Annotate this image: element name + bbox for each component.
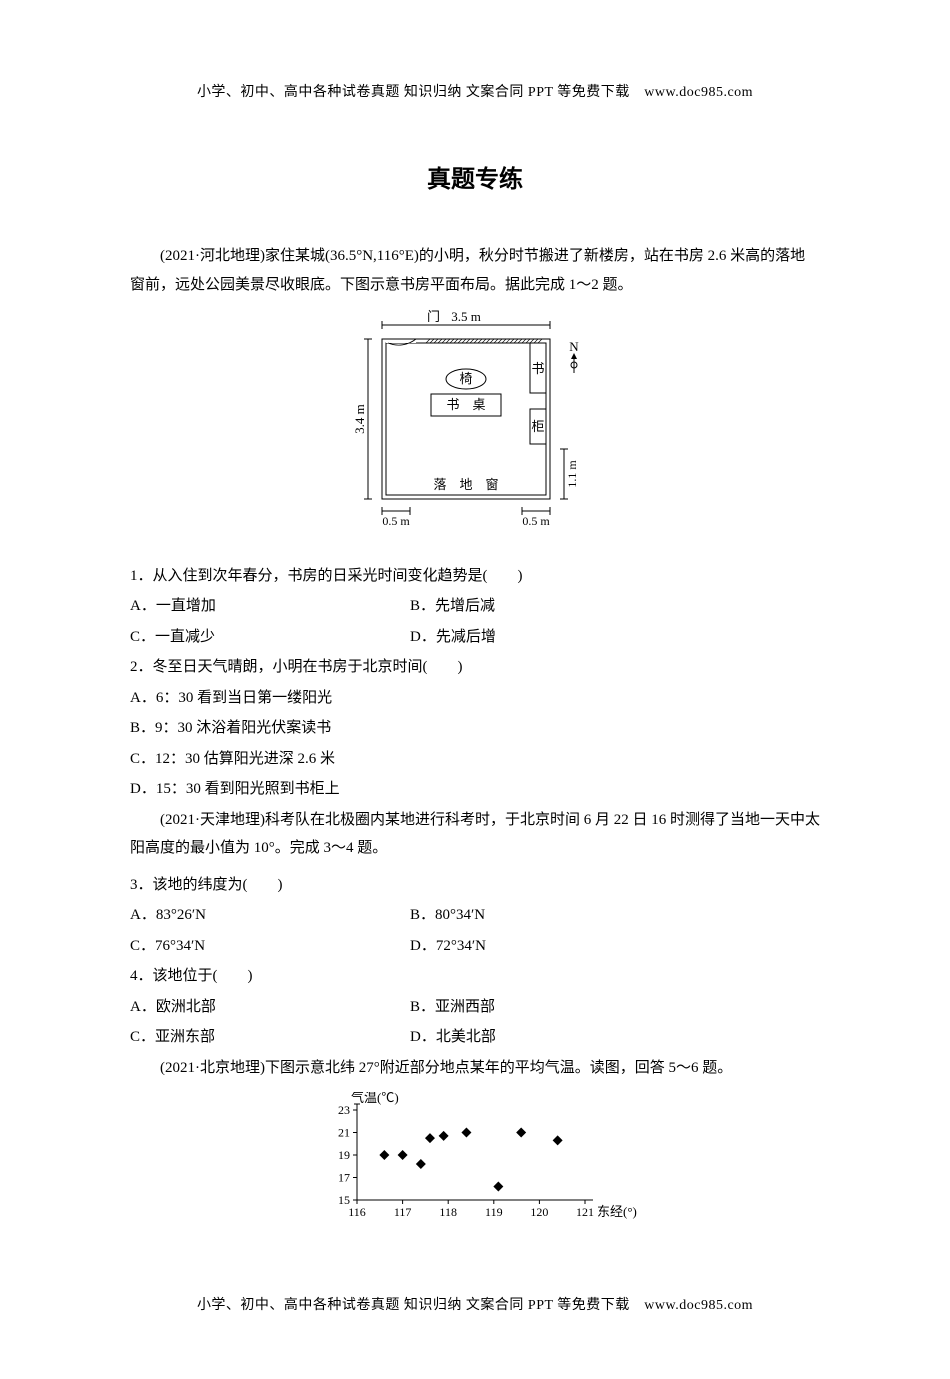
q2-choice-b: B．9：30 沐浴着阳光伏案读书 [130,714,820,743]
q1-choice-a: A．一直增加 [130,592,410,621]
q2: 2．冬至日天气晴朗，小明在书房于北京时间( ) [130,653,820,682]
svg-text:N: N [569,339,579,354]
svg-text:气温(℃): 气温(℃) [351,1092,399,1105]
svg-text:117: 117 [394,1205,412,1219]
svg-text:118: 118 [439,1205,457,1219]
page-header: 小学、初中、高中各种试卷真题 知识归纳 文案合同 PPT 等免费下载 www.d… [130,80,820,107]
q4-choice-d: D．北美北部 [410,1023,690,1052]
svg-text:19: 19 [338,1148,350,1162]
svg-text:1.1 m: 1.1 m [565,460,579,488]
q3-choice-c: C．76°34′N [130,932,410,961]
q2-choice-d: D．15：30 看到阳光照到书柜上 [130,775,820,804]
svg-text:116: 116 [348,1205,366,1219]
q3-choice-b: B．80°34′N [410,901,690,930]
svg-text:120: 120 [530,1205,548,1219]
q4: 4．该地位于( ) [130,962,820,991]
svg-text:119: 119 [485,1205,503,1219]
svg-text:17: 17 [338,1171,350,1185]
svg-text:21: 21 [338,1126,350,1140]
svg-text:门: 门 [427,309,440,324]
q2-choice-c: C．12：30 估算阳光进深 2.6 米 [130,745,820,774]
svg-text:书 桌: 书 桌 [446,397,485,412]
q4-choice-a: A．欧洲北部 [130,993,410,1022]
q4-choice-b: B．亚洲西部 [410,993,690,1022]
svg-text:3.4 m: 3.4 m [352,404,367,434]
q3: 3．该地的纬度为( ) [130,871,820,900]
svg-text:落 地 窗: 落 地 窗 [433,477,498,492]
q4-choice-c: C．亚洲东部 [130,1023,410,1052]
svg-text:东经(°): 东经(°) [597,1204,637,1219]
q3-choice-d: D．72°34′N [410,932,690,961]
page-footer: 小学、初中、高中各种试卷真题 知识归纳 文案合同 PPT 等免费下载 www.d… [130,1293,820,1320]
block3-intro: (2021·北京地理)下图示意北纬 27°附近部分地点某年的平均气温。读图，回答… [130,1054,820,1083]
svg-text:柜: 柜 [531,419,544,434]
svg-text:0.5 m: 0.5 m [382,514,410,528]
q3-choice-a: A．83°26′N [130,901,410,930]
block1-intro: (2021·河北地理)家住某城(36.5°N,116°E)的小明，秋分时节搬进了… [130,242,820,299]
svg-text:0.5 m: 0.5 m [522,514,550,528]
svg-text:121: 121 [576,1205,594,1219]
svg-text:椅: 椅 [459,371,472,386]
page-title: 真题专练 [130,157,820,203]
block2-intro: (2021·天津地理)科考队在北极圈内某地进行科考时，于北京时间 6 月 22 … [130,806,820,863]
svg-text:23: 23 [338,1103,350,1117]
svg-text:3.5 m: 3.5 m [451,309,481,324]
q1: 1．从入住到次年春分，书房的日采光时间变化趋势是( ) [130,562,820,591]
q1-choice-d: D．先减后增 [410,623,690,652]
q2-choice-a: A．6：30 看到当日第一缕阳光 [130,684,820,713]
q1-choice-b: B．先增后减 [410,592,690,621]
svg-text:书: 书 [531,361,544,376]
q1-choice-c: C．一直减少 [130,623,410,652]
scatter-chart: 1517192123116117118119120121气温(℃)东经(°) [130,1092,820,1233]
room-figure: 门 3.5 m 3.4 m 书柜 椅书 桌落 地 窗 0.5 m 0.5 m 1.1 m N [130,309,820,550]
